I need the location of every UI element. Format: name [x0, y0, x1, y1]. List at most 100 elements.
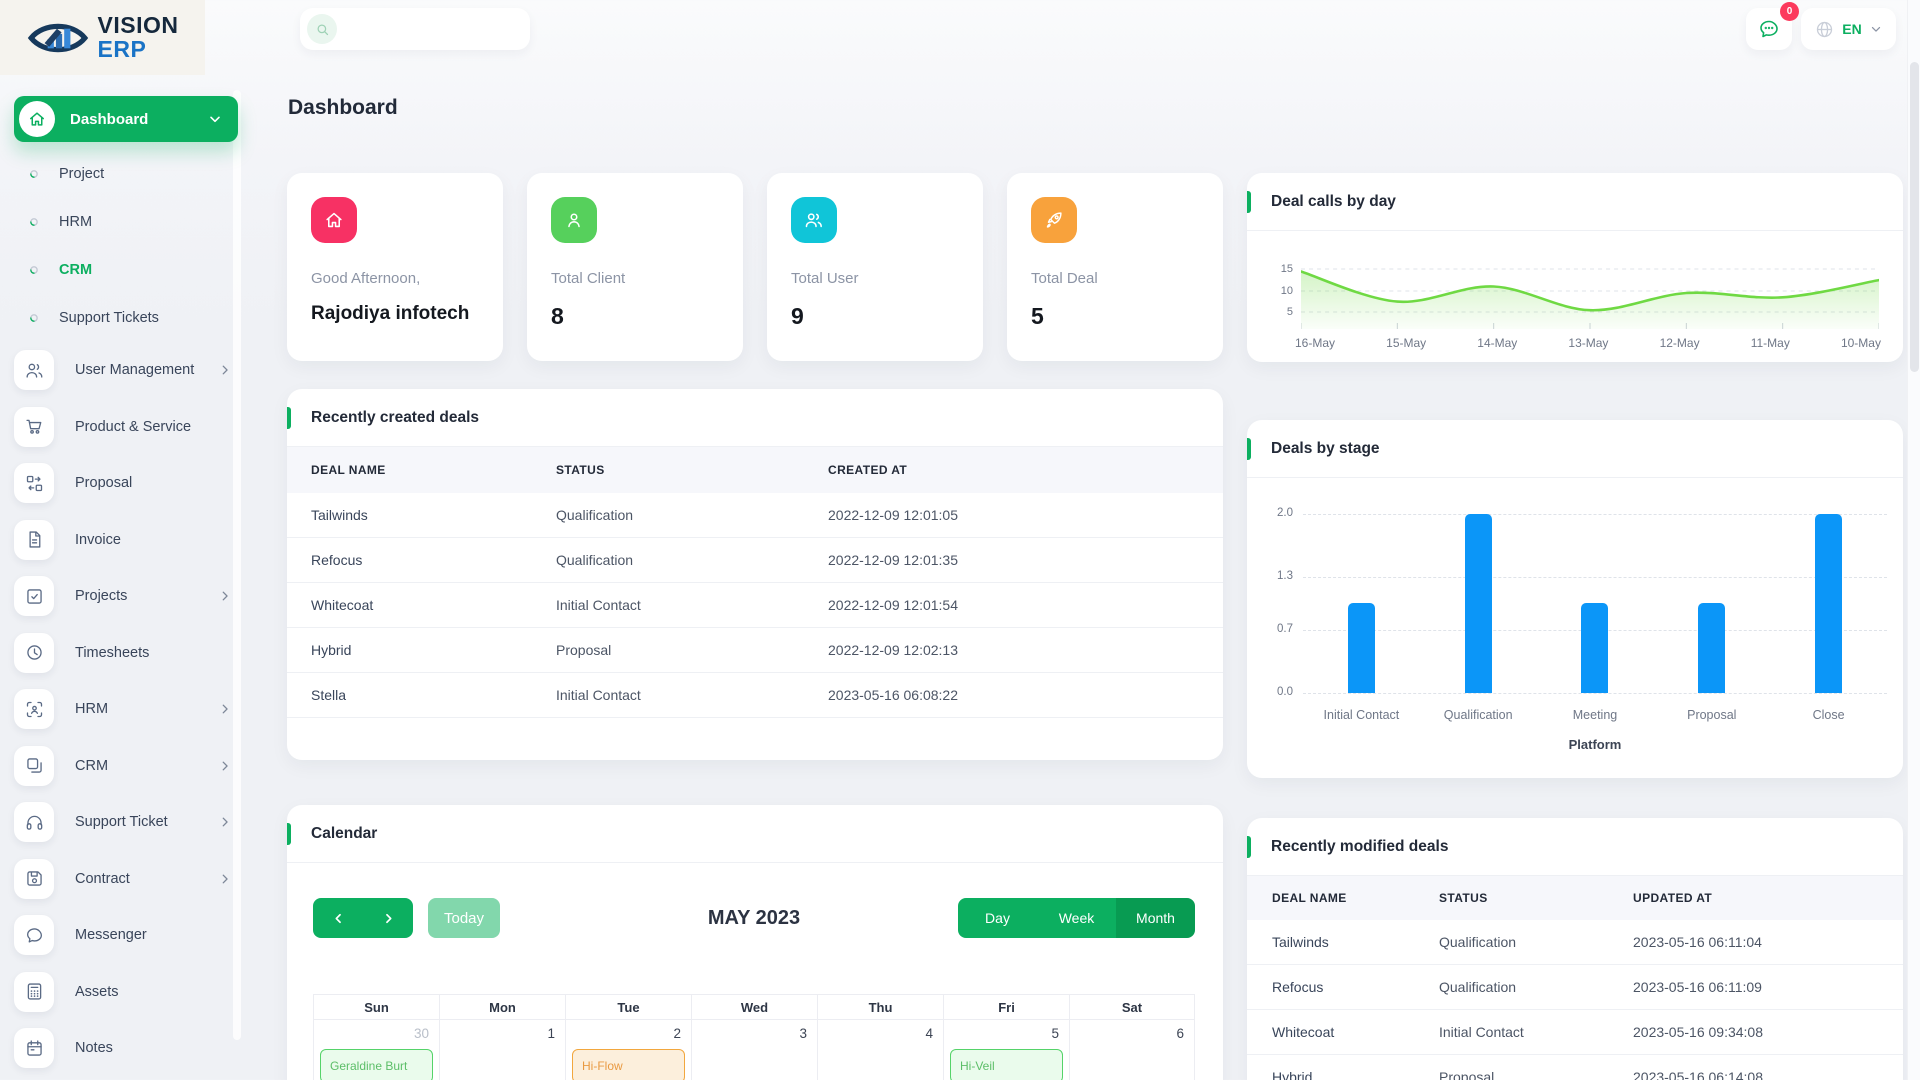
sidebar-item-dashboard[interactable]: Dashboard	[14, 96, 238, 142]
calendar-toolbar: Today MAY 2023 Day Week Month	[313, 898, 1195, 938]
floppy-icon	[14, 858, 54, 899]
sidebar-item-product-service[interactable]: Product & Service	[14, 406, 260, 447]
calendar-column-wed: Wed 3	[691, 994, 817, 1080]
x-tick: 15-May	[1386, 336, 1427, 350]
area-plot	[1301, 259, 1879, 333]
date-number: 2	[673, 1026, 681, 1041]
weekday-header: Thu	[818, 994, 943, 1020]
page-scrollbar[interactable]	[1907, 0, 1920, 1080]
stat-value: 8	[551, 303, 564, 329]
calendar-event[interactable]: Hi-Veil	[950, 1049, 1063, 1080]
stat-label: Total Client	[551, 270, 626, 287]
stat-label: Total Deal	[1031, 270, 1098, 287]
table-row: Refocus Qualification 2022-12-09 12:01:3…	[287, 538, 1223, 583]
sidebar-item-messenger[interactable]: Messenger	[14, 915, 260, 955]
sidebar-item-crm[interactable]: CRM	[14, 745, 260, 786]
language-code: EN	[1842, 21, 1862, 37]
sidebar-item-support-ticket[interactable]: Support Ticket	[14, 802, 260, 842]
y-tick: 0.7	[1277, 623, 1293, 635]
search-input[interactable]	[337, 8, 538, 50]
recently-created-deals-card: Recently created deals DEAL NAME STATUS …	[287, 389, 1223, 760]
calendar-day-cell[interactable]: 4	[818, 1020, 943, 1080]
chevron-right-icon[interactable]	[381, 911, 396, 926]
today-button[interactable]: Today	[428, 898, 500, 938]
deal-created-at: 2022-12-09 12:01:35	[828, 552, 958, 568]
accent-bar	[287, 823, 291, 845]
sidebar-item-support-tickets-sub[interactable]: Support Tickets	[0, 294, 260, 342]
language-selector[interactable]: EN	[1801, 8, 1896, 50]
search-bar[interactable]	[300, 8, 538, 50]
sidebar-item-invoice[interactable]: Invoice	[14, 519, 260, 560]
deal-updated-at: 2023-05-16 09:34:08	[1633, 1024, 1763, 1040]
messages-button[interactable]: 0	[1746, 2, 1799, 50]
sidebar-item-hrm-sub[interactable]: HRM	[0, 198, 260, 246]
calendar-event[interactable]: Hi-Flow	[572, 1049, 685, 1080]
x-tick: 11-May	[1750, 336, 1790, 350]
bar-column	[1770, 514, 1887, 693]
deal-created-at: 2022-12-09 12:01:05	[828, 507, 958, 523]
app-logo[interactable]: VISION ERP	[0, 0, 205, 75]
sidebar-item-hrm[interactable]: HRM	[14, 689, 260, 729]
week-view-button[interactable]: Week	[1037, 898, 1116, 938]
card-header: Deal calls by day	[1247, 173, 1903, 231]
calendar-column-mon: Mon 1	[439, 994, 565, 1080]
deals-by-stage-chart	[1303, 514, 1887, 694]
table-row: Whitecoat Initial Contact 2023-05-16 09:…	[1247, 1010, 1903, 1055]
sidebar-scrollbar[interactable]	[233, 90, 241, 1040]
bar-column	[1420, 514, 1537, 693]
deal-created-at: 2023-05-16 06:08:22	[828, 687, 958, 703]
deal-calls-card: Deal calls by day 15 10 5	[1247, 173, 1903, 362]
month-view-button[interactable]: Month	[1116, 898, 1195, 938]
view-switcher: Day Week Month	[958, 898, 1195, 938]
accent-bar	[287, 407, 291, 429]
stat-label: Total User	[791, 270, 859, 287]
scrollbar-thumb[interactable]	[1910, 62, 1919, 372]
sidebar-item-user-management[interactable]: User Management	[14, 350, 260, 390]
weekday-header: Tue	[566, 994, 691, 1020]
sidebar-item-label: Support Tickets	[59, 310, 159, 326]
y-tick: 2.0	[1277, 507, 1293, 519]
chevron-down-icon	[1869, 22, 1883, 36]
calendar-column-tue: Tue 2 Hi-Flow	[565, 994, 691, 1080]
sidebar-item-project[interactable]: Project	[0, 150, 260, 198]
chevron-left-icon[interactable]	[331, 911, 346, 926]
card-header: Recently modified deals	[1247, 818, 1903, 876]
day-view-button[interactable]: Day	[958, 898, 1037, 938]
sidebar-item-crm-sub-active[interactable]: CRM	[0, 246, 260, 294]
x-tick: 16-May	[1295, 336, 1336, 350]
calendar-icon	[14, 1028, 54, 1068]
calendar-event[interactable]: Geraldine Burt	[320, 1049, 433, 1080]
date-number: 3	[799, 1026, 807, 1041]
brand-name: VISION ERP	[98, 13, 179, 61]
deal-status: Qualification	[556, 507, 634, 523]
user-icon	[551, 197, 597, 243]
calendar-nav-buttons[interactable]	[313, 898, 413, 938]
sidebar-item-label: HRM	[59, 214, 93, 230]
total-client-card: Total Client 8	[527, 173, 743, 361]
x-tick: 10-May	[1840, 336, 1881, 350]
calendar-day-cell[interactable]: 2 Hi-Flow	[566, 1020, 691, 1080]
calendar-day-cell[interactable]: 5 Hi-Veil	[944, 1020, 1069, 1080]
sidebar-item-projects[interactable]: Projects	[14, 576, 260, 616]
sidebar-item-notes[interactable]: Notes	[14, 1028, 260, 1068]
chevron-right-icon	[218, 759, 232, 773]
globe-icon	[1814, 19, 1835, 40]
calendar-day-cell[interactable]: 30 Geraldine Burt	[314, 1020, 439, 1080]
sidebar-item-proposal[interactable]: Proposal	[14, 463, 260, 503]
calendar-day-cell[interactable]: 3	[692, 1020, 817, 1080]
clock-icon	[14, 632, 54, 673]
search-icon	[307, 14, 337, 44]
calendar-day-cell[interactable]: 1	[440, 1020, 565, 1080]
deal-name: Stella	[311, 687, 347, 703]
sidebar-item-label: Proposal	[75, 475, 133, 491]
sidebar-item-contract[interactable]: Contract	[14, 858, 260, 899]
calendar-grid: Sun 30 Geraldine Burt Mon 1 Tue 2 Hi-Flo…	[313, 994, 1195, 1080]
calendar-day-cell[interactable]: 6	[1070, 1020, 1194, 1080]
sidebar-item-assets[interactable]: Assets	[14, 971, 260, 1012]
sidebar-item-timesheets[interactable]: Timesheets	[14, 632, 260, 673]
y-tick: 1.3	[1277, 570, 1293, 582]
bar-column	[1537, 514, 1654, 693]
table-row: Hybrid Proposal 2023-05-16 06:14:08	[1247, 1055, 1903, 1080]
table-row: Hybrid Proposal 2022-12-09 12:02:13	[287, 628, 1223, 673]
date-number: 6	[1176, 1026, 1184, 1041]
